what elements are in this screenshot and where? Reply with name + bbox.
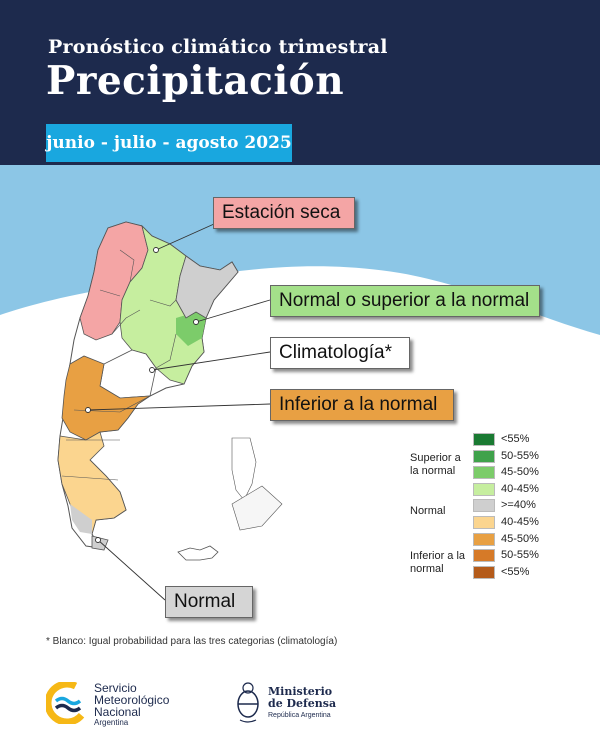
legend-label: 50-55%: [501, 449, 539, 462]
smn-line-2: Meteorológico: [94, 693, 170, 707]
smn-line-3: Nacional: [94, 705, 141, 719]
ministry-line-1: Ministerio: [268, 685, 333, 698]
legend-swatch: [473, 449, 495, 463]
legend-swatch: [473, 565, 495, 579]
normal-region-ne: [175, 255, 239, 319]
period-badge: junio - julio - agosto 2025: [46, 124, 292, 162]
ministry-country: República Argentina: [268, 712, 331, 719]
inset-map: [231, 437, 283, 531]
legend-label: <55%: [501, 433, 530, 445]
legend-swatch: [473, 499, 495, 513]
below-normal-region: [61, 355, 152, 441]
legend-swatch: [473, 482, 495, 496]
legend-label: 45-50%: [501, 466, 539, 479]
callout-normal: Normal: [165, 586, 253, 618]
page-title: Precipitación: [46, 58, 345, 104]
islands: [177, 545, 219, 561]
legend-group-below: Inferior a la normal: [410, 550, 466, 575]
legend-label: >=40%: [501, 499, 536, 512]
legend-swatch: [473, 549, 495, 563]
legend-swatch: [473, 433, 495, 446]
smn-name: Servicio Meteorológico Nacional: [94, 682, 169, 718]
sky-background: [0, 165, 600, 335]
legend-label: <55%: [501, 565, 530, 578]
header-banner: Pronóstico climático trimestral Precipit…: [0, 0, 600, 165]
smn-logo-icon: [46, 682, 88, 724]
legend-label: 40-45%: [501, 482, 539, 495]
callout-dry-season: Estación seca: [213, 197, 355, 229]
legend-label: 50-55%: [501, 549, 539, 562]
smn-line-1: Servicio: [94, 681, 137, 695]
callout-normal-or-above: Normal o superior a la normal: [270, 285, 540, 317]
legend-label: 45-50%: [501, 532, 539, 545]
callout-below-normal: Inferior a la normal: [270, 389, 454, 421]
ministry-name: Ministerio de Defensa: [268, 686, 336, 710]
ministry-line-2: de Defensa: [268, 697, 337, 710]
coat-of-arms-icon: [237, 682, 259, 723]
legend-label: 40-45%: [501, 516, 539, 528]
legend-swatch: [473, 532, 495, 546]
forecast-subtitle: Pronóstico climático trimestral: [48, 36, 388, 58]
gray-south-tip: [70, 504, 92, 534]
legend-group-above: Superior a la normal: [410, 452, 461, 477]
legend-swatch: [473, 466, 495, 480]
legend-swatch: [473, 516, 495, 529]
callout-climatology: Climatología*: [270, 337, 410, 369]
below-normal-light: [57, 431, 127, 535]
smn-country: Argentina: [94, 718, 129, 727]
footnote: * Blanco: Igual probabilidad para las tr…: [46, 636, 338, 647]
legend-group-normal: Normal: [410, 505, 446, 517]
